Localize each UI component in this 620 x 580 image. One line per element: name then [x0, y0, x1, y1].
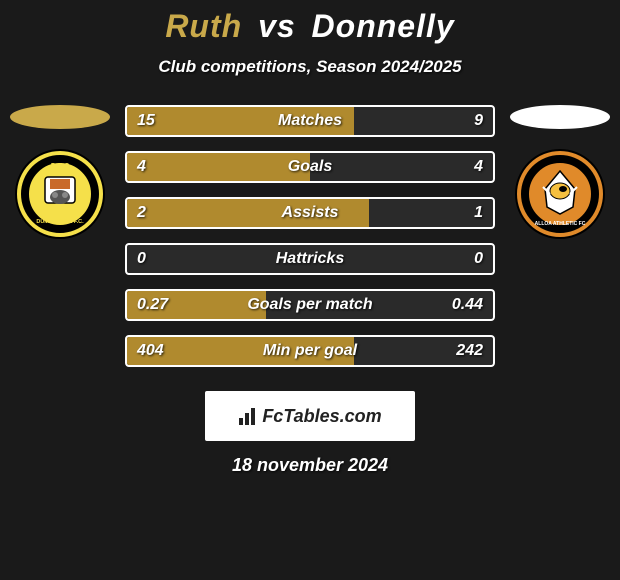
- title: Ruth vs Donnelly: [0, 8, 620, 45]
- dumbarton-badge-icon: D F C DUMBARTON F.C.: [15, 149, 105, 239]
- stat-label: Assists: [127, 199, 493, 227]
- stat-value-right: 0.44: [452, 291, 483, 319]
- player1-marker: [10, 105, 110, 129]
- svg-text:D F C: D F C: [51, 163, 69, 170]
- right-column: ALLOA ATHLETIC FC: [510, 105, 610, 239]
- stat-row: 15Matches9: [125, 105, 495, 137]
- title-vs: vs: [258, 8, 296, 44]
- stat-label: Hattricks: [127, 245, 493, 273]
- stat-value-right: 242: [456, 337, 483, 365]
- stat-label: Goals: [127, 153, 493, 181]
- stat-value-right: 0: [474, 245, 483, 273]
- subtitle: Club competitions, Season 2024/2025: [0, 57, 620, 77]
- stat-row: 4Goals4: [125, 151, 495, 183]
- brand-text: FcTables.com: [262, 406, 381, 427]
- left-club-badge: D F C DUMBARTON F.C.: [15, 149, 105, 239]
- stat-row: 404Min per goal242: [125, 335, 495, 367]
- stat-label: Min per goal: [127, 337, 493, 365]
- stats-list: 15Matches9 4Goals4 2Assists1 0Hattricks0 0.2…: [125, 105, 495, 367]
- stat-row: 0.27Goals per match0.44: [125, 289, 495, 321]
- comparison-card: Ruth vs Donnelly Club competitions, Seas…: [0, 0, 620, 476]
- player1-name: Ruth: [165, 8, 242, 44]
- player2-marker: [510, 105, 610, 129]
- right-club-badge: ALLOA ATHLETIC FC: [515, 149, 605, 239]
- stat-label: Matches: [127, 107, 493, 135]
- brand-box: FcTables.com: [205, 391, 415, 441]
- stat-row: 2Assists1: [125, 197, 495, 229]
- left-column: D F C DUMBARTON F.C.: [10, 105, 110, 239]
- alloa-badge-icon: ALLOA ATHLETIC FC: [515, 149, 605, 239]
- stat-row: 0Hattricks0: [125, 243, 495, 275]
- stat-value-right: 4: [474, 153, 483, 181]
- bars-icon: [238, 406, 258, 426]
- brand: FcTables.com: [238, 406, 381, 427]
- stat-value-right: 1: [474, 199, 483, 227]
- stat-label: Goals per match: [127, 291, 493, 319]
- date: 18 november 2024: [0, 455, 620, 476]
- svg-text:DUMBARTON F.C.: DUMBARTON F.C.: [36, 219, 84, 225]
- main-area: D F C DUMBARTON F.C.: [0, 105, 620, 367]
- player2-name: Donnelly: [312, 8, 455, 44]
- stat-value-right: 9: [474, 107, 483, 135]
- svg-text:ALLOA ATHLETIC FC: ALLOA ATHLETIC FC: [535, 221, 586, 227]
